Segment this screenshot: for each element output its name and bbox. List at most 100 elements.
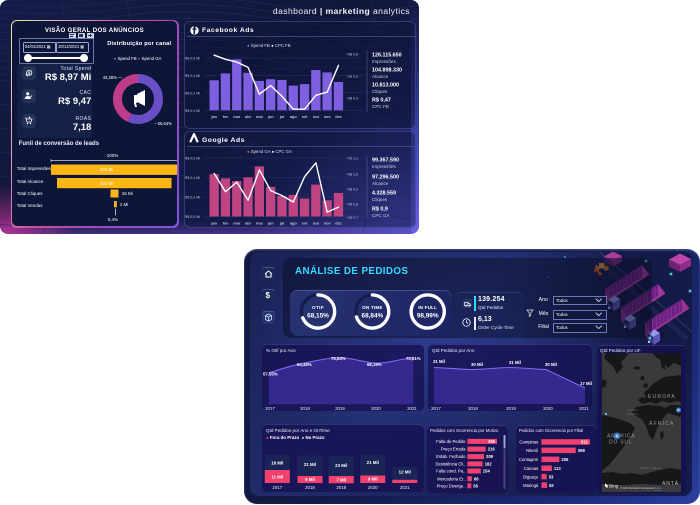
svg-text:ago: ago — [290, 114, 298, 119]
svg-text:R$ 0,6 Mi: R$ 0,6 Mi — [185, 157, 200, 161]
svg-text:jan: jan — [210, 221, 217, 226]
svg-text:jun: jun — [267, 114, 274, 119]
svg-text:Terms: Terms — [654, 486, 662, 490]
svg-text:DO SUL: DO SUL — [609, 440, 632, 446]
svg-text:30 Mil: 30 Mil — [545, 362, 557, 367]
svg-text:154: 154 — [483, 468, 491, 473]
svg-text:11 Mil: 11 Mil — [271, 475, 283, 480]
svg-text:Maringá: Maringá — [523, 483, 539, 488]
svg-text:2019: 2019 — [506, 406, 516, 411]
svg-text:mar: mar — [233, 221, 241, 226]
svg-text:Biguaçu: Biguaçu — [523, 474, 539, 479]
svg-text:dez: dez — [335, 114, 342, 119]
svg-text:Estab. Fechado: Estab. Fechado — [436, 454, 466, 459]
svg-text:21 Mil: 21 Mil — [367, 460, 379, 465]
svg-text:OTIF: OTIF — [312, 305, 324, 310]
svg-text:Falta cond. Pa..: Falta cond. Pa.. — [436, 468, 465, 473]
svg-text:113: 113 — [554, 466, 561, 471]
svg-text:jun: jun — [267, 221, 274, 226]
svg-text:AMÉRICA: AMÉRICA — [607, 433, 635, 440]
svg-text:23 Mil: 23 Mil — [335, 463, 347, 468]
svg-text:Alcance: Alcance — [372, 74, 389, 79]
svg-text:2020: 2020 — [368, 485, 378, 490]
svg-text:Atlântico: Atlântico — [626, 412, 638, 416]
svg-text:31 Mil: 31 Mil — [433, 359, 445, 364]
svg-text:jul: jul — [279, 114, 285, 119]
svg-text:Oceano: Oceano — [627, 408, 638, 412]
svg-text:4.328.559: 4.328.559 — [372, 191, 396, 197]
svg-text:Falta de Pedido: Falta de Pedido — [436, 439, 466, 444]
svg-text:R$ 0,0 Mi: R$ 0,0 Mi — [185, 109, 200, 113]
svg-text:2018: 2018 — [305, 485, 315, 490]
svg-text:9 Mil: 9 Mil — [368, 477, 378, 482]
svg-text:Canoas: Canoas — [524, 466, 538, 471]
svg-text:abr: abr — [245, 221, 252, 226]
svg-text:398: 398 — [578, 448, 586, 453]
svg-text:nov: nov — [324, 114, 332, 119]
svg-text:mai: mai — [256, 221, 263, 226]
svg-text:Cliques: Cliques — [372, 197, 388, 202]
svg-text:out: out — [313, 114, 320, 119]
svg-text:EUROPA: EUROPA — [648, 394, 676, 400]
svg-text:ON TIME: ON TIME — [362, 305, 383, 310]
svg-text:18 Mil: 18 Mil — [271, 461, 283, 466]
svg-text:jul: jul — [279, 221, 285, 226]
svg-text:fev: fev — [223, 221, 229, 226]
svg-text:2021: 2021 — [400, 485, 410, 490]
svg-text:2021: 2021 — [407, 406, 417, 411]
svg-text:fev: fev — [223, 114, 229, 119]
svg-text:68: 68 — [474, 476, 479, 481]
svg-text:R$ 0,6 Mi: R$ 0,6 Mi — [185, 57, 200, 61]
svg-text:56: 56 — [473, 483, 478, 488]
svg-text:Bing: Bing — [609, 484, 619, 489]
svg-text:64,48%: 64,48% — [297, 362, 312, 367]
svg-text:2018: 2018 — [468, 406, 478, 411]
svg-text:R$ 1,0: R$ 1,0 — [347, 173, 358, 177]
svg-text:Oceano Atlântico: Oceano Atlântico — [640, 466, 663, 470]
svg-text:R$ 0,9: R$ 0,9 — [347, 188, 358, 192]
svg-text:CPC GA: CPC GA — [372, 213, 391, 218]
svg-text:2020: 2020 — [371, 406, 381, 411]
svg-text:62: 62 — [549, 483, 554, 488]
svg-text:12 Mil: 12 Mil — [399, 470, 411, 475]
svg-text:dez: dez — [335, 221, 342, 226]
svg-text:R$ 0,2 Mi: R$ 0,2 Mi — [185, 91, 200, 95]
svg-text:R$ 0,0 Mi: R$ 0,0 Mi — [185, 215, 200, 219]
svg-text:21 Mil: 21 Mil — [304, 462, 316, 467]
svg-text:R$ 0,7: R$ 0,7 — [347, 216, 358, 220]
svg-text:Preço Diverge..: Preço Diverge.. — [437, 483, 466, 488]
svg-text:Impressões: Impressões — [372, 164, 396, 169]
svg-text:216: 216 — [488, 446, 496, 451]
svg-text:R$ 0,9: R$ 0,9 — [372, 207, 388, 213]
svg-text:182: 182 — [485, 461, 493, 466]
svg-text:CPC FB: CPC FB — [372, 104, 389, 109]
svg-text:Desistência Cli..: Desistência Cli.. — [435, 461, 465, 466]
svg-text:30 Mil: 30 Mil — [471, 362, 483, 367]
svg-text:521: 521 — [581, 440, 589, 445]
svg-text:356: 356 — [488, 439, 496, 444]
svg-text:98,99%: 98,99% — [417, 312, 439, 319]
svg-text:68,84%: 68,84% — [362, 312, 384, 319]
svg-text:104.898.330: 104.898.330 — [372, 68, 402, 74]
svg-text:Cliques: Cliques — [372, 89, 388, 94]
svg-text:set: set — [302, 114, 308, 119]
svg-text:R$ 0,5: R$ 0,5 — [347, 75, 358, 79]
svg-text:mai: mai — [256, 114, 263, 119]
svg-text:ANTÁ: ANTÁ — [662, 480, 679, 487]
svg-text:R$ 0,2 Mi: R$ 0,2 Mi — [185, 196, 200, 200]
svg-text:Niterói: Niterói — [526, 448, 538, 453]
svg-text:53: 53 — [548, 474, 553, 479]
svg-text:2017: 2017 — [265, 406, 275, 411]
svg-text:R$ 0,4: R$ 0,4 — [347, 97, 358, 101]
svg-text:set: set — [302, 221, 308, 226]
svg-text:70,61%: 70,61% — [406, 356, 421, 361]
svg-text:31 Mil: 31 Mil — [509, 360, 521, 365]
svg-text:2019: 2019 — [335, 406, 345, 411]
svg-text:Alcance: Alcance — [372, 181, 389, 186]
svg-text:205: 205 — [561, 457, 569, 462]
svg-text:68,19%: 68,19% — [367, 362, 382, 367]
svg-text:out: out — [313, 221, 320, 226]
svg-text:2020: 2020 — [543, 406, 553, 411]
svg-text:2017: 2017 — [431, 406, 441, 411]
svg-text:R$ 0,6: R$ 0,6 — [347, 53, 358, 57]
